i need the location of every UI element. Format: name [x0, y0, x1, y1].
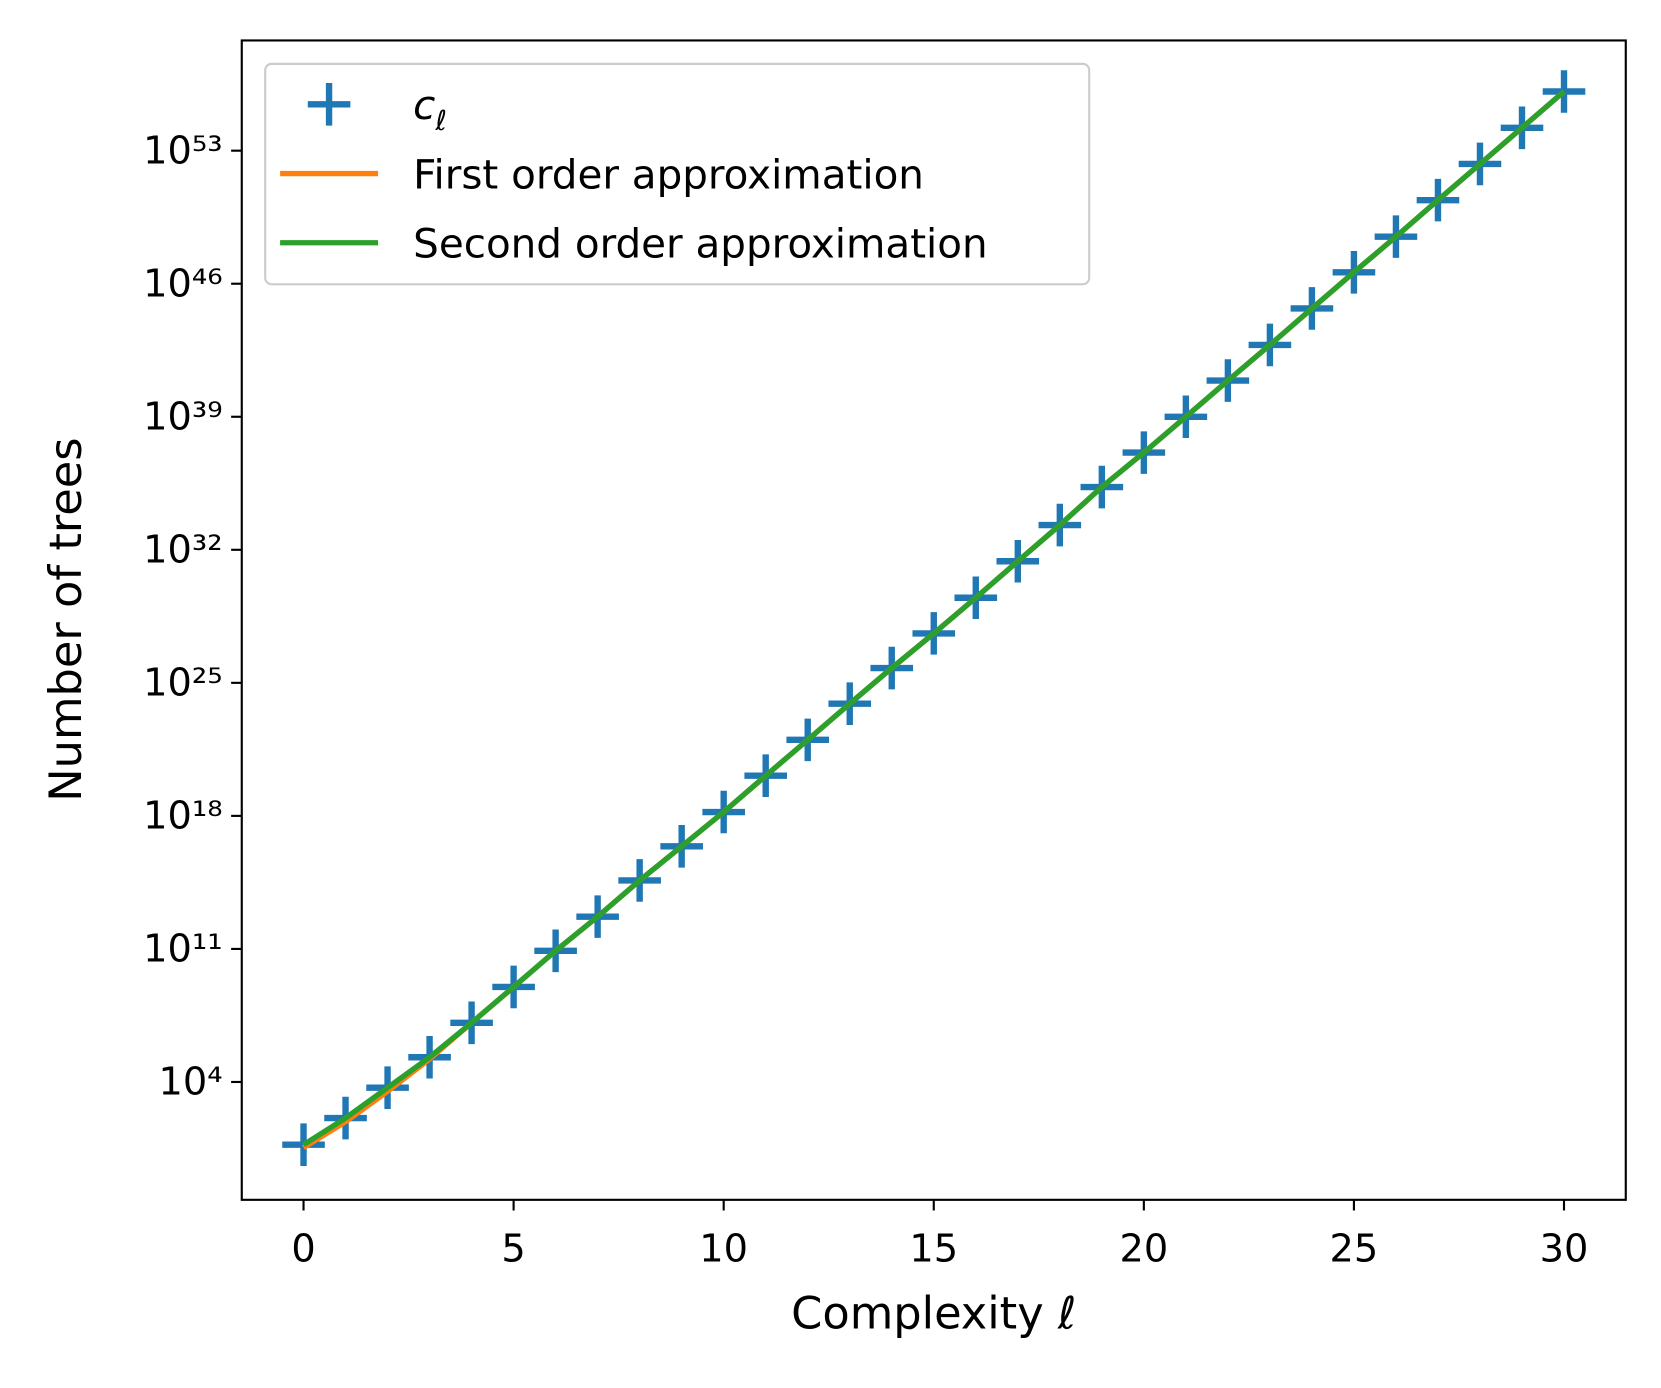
x-tick-label: 20: [1119, 1227, 1168, 1272]
legend-label-sub: ℓ: [434, 104, 446, 137]
legend-box: [264, 62, 1091, 286]
y-tick-label: 10³²: [143, 528, 222, 573]
y-tick-label: 10²⁵: [143, 661, 222, 706]
x-tick-label: 15: [909, 1227, 958, 1272]
x-tick-label: 0: [291, 1227, 315, 1272]
x-tick-label: 25: [1330, 1227, 1379, 1272]
legend-label: Second order approximation: [413, 220, 988, 268]
y-axis-label: Number of trees: [39, 437, 92, 801]
legend-label-base: c: [413, 81, 435, 129]
legend: cℓ First order approximation Second order …: [264, 62, 1091, 286]
legend-label: cℓ: [413, 81, 447, 137]
x-tick-label: 5: [501, 1227, 525, 1272]
legend-label: First order approximation: [413, 150, 924, 198]
y-tick-label: 10⁴: [158, 1060, 222, 1105]
y-tick-label: 10¹⁸: [143, 794, 222, 839]
y-tick-label: 10⁵³: [143, 128, 222, 173]
y-tick-label: 10³⁹: [143, 395, 222, 440]
x-tick-label: 30: [1540, 1227, 1589, 1272]
x-tick-label: 10: [699, 1227, 748, 1272]
y-tick-label: 10¹¹: [143, 927, 222, 972]
series-line: [302, 89, 1566, 1147]
y-tick-label: 10⁴⁶: [143, 261, 222, 306]
plot-area: [282, 70, 1586, 1166]
marker: [307, 83, 351, 126]
marker: [1542, 70, 1586, 113]
x-axis-label: Complexity ℓ: [791, 1287, 1076, 1340]
plot-frame: [240, 39, 1627, 1201]
